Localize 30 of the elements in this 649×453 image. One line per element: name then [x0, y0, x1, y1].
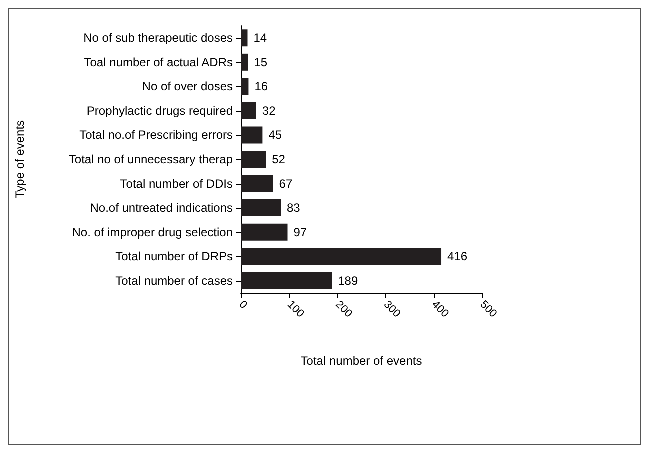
x-tick-label: 300 [381, 298, 403, 320]
data-label: 416 [448, 250, 468, 264]
y-tick-label: Total no of unnecessary therap [68, 152, 234, 166]
data-label: 189 [338, 274, 358, 288]
data-label: 52 [272, 152, 286, 166]
y-tick-label: Total number of cases [116, 274, 233, 288]
y-tick-label: No.of untreated indications [90, 201, 233, 216]
y-tick-label: No. of improper drug selection [72, 225, 233, 240]
data-label: 67 [279, 176, 293, 191]
y-tick-label: Total number of DRPs [116, 250, 233, 264]
y-axis-title: Type of events [13, 120, 27, 199]
y-tick-label: Total no.of Prescribing errors [80, 128, 233, 142]
data-label: 83 [287, 201, 301, 216]
data-label: 16 [254, 80, 268, 94]
x-tick-label: 200 [333, 298, 355, 320]
x-tick-label: 0 [236, 298, 250, 312]
data-label: 45 [268, 128, 282, 142]
y-tick-label: No of sub therapeutic doses [84, 31, 233, 46]
y-tick-label: No of over doses [142, 80, 233, 94]
x-axis-title: Total number of events [300, 354, 422, 368]
y-tick-label: Total number of DDIs [120, 176, 233, 191]
data-label: 14 [254, 31, 268, 46]
data-label: 97 [294, 225, 308, 240]
y-tick-label: Toal number of actual ADRs [84, 55, 233, 70]
data-label: 15 [254, 55, 268, 70]
data-label: 32 [262, 104, 276, 118]
y-tick-label: Prophylactic drugs required [86, 104, 233, 118]
x-tick-label: 500 [478, 298, 500, 320]
x-tick-label: 400 [430, 298, 452, 320]
x-tick-label: 100 [284, 298, 306, 320]
